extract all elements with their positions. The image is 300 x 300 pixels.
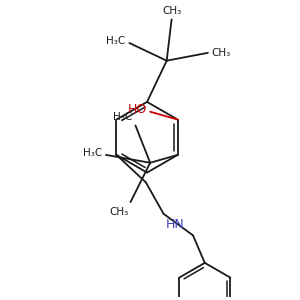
Text: CH₃: CH₃ bbox=[162, 5, 181, 16]
Text: H₃C: H₃C bbox=[106, 36, 125, 46]
Text: CH₃: CH₃ bbox=[109, 207, 129, 217]
Text: H₃C: H₃C bbox=[113, 112, 133, 122]
Text: CH₃: CH₃ bbox=[212, 48, 231, 58]
Text: H₃C: H₃C bbox=[83, 148, 102, 158]
Text: HO: HO bbox=[128, 103, 147, 116]
Text: HN: HN bbox=[166, 218, 184, 231]
